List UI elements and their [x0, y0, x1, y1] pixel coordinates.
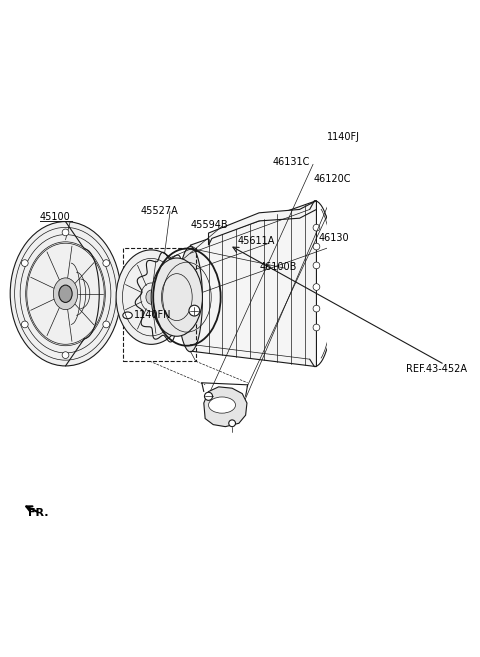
Ellipse shape	[103, 260, 109, 267]
Ellipse shape	[10, 221, 121, 366]
Ellipse shape	[204, 392, 213, 400]
Ellipse shape	[103, 321, 109, 328]
Text: 45594B: 45594B	[190, 220, 228, 230]
Ellipse shape	[53, 278, 78, 309]
Ellipse shape	[229, 420, 236, 426]
Bar	[123, 248, 196, 361]
Ellipse shape	[313, 324, 320, 331]
Text: REF.43-452A: REF.43-452A	[406, 365, 467, 374]
Text: 45611A: 45611A	[238, 236, 275, 246]
Polygon shape	[208, 200, 316, 245]
Ellipse shape	[22, 321, 28, 328]
Ellipse shape	[116, 250, 186, 344]
Ellipse shape	[123, 312, 132, 319]
Ellipse shape	[313, 243, 320, 250]
Ellipse shape	[59, 285, 72, 302]
Polygon shape	[204, 387, 247, 426]
Text: 1140FN: 1140FN	[134, 310, 172, 321]
Ellipse shape	[313, 306, 320, 312]
Ellipse shape	[146, 290, 156, 304]
Ellipse shape	[313, 284, 320, 290]
Text: 46100B: 46100B	[259, 261, 297, 272]
Ellipse shape	[62, 351, 69, 359]
Polygon shape	[190, 200, 316, 367]
Text: 45100: 45100	[40, 212, 71, 222]
Text: 46131C: 46131C	[273, 157, 310, 168]
Ellipse shape	[313, 262, 320, 269]
Text: 45527A: 45527A	[141, 206, 179, 216]
Ellipse shape	[151, 258, 203, 336]
Ellipse shape	[178, 246, 203, 351]
Ellipse shape	[22, 260, 28, 267]
Ellipse shape	[208, 397, 236, 413]
Ellipse shape	[189, 306, 200, 316]
Text: FR.: FR.	[28, 508, 49, 518]
Text: 46120C: 46120C	[313, 174, 350, 184]
Text: 46130: 46130	[318, 233, 349, 244]
Text: 1140FJ: 1140FJ	[326, 131, 360, 142]
Ellipse shape	[62, 229, 69, 236]
Ellipse shape	[313, 224, 320, 231]
